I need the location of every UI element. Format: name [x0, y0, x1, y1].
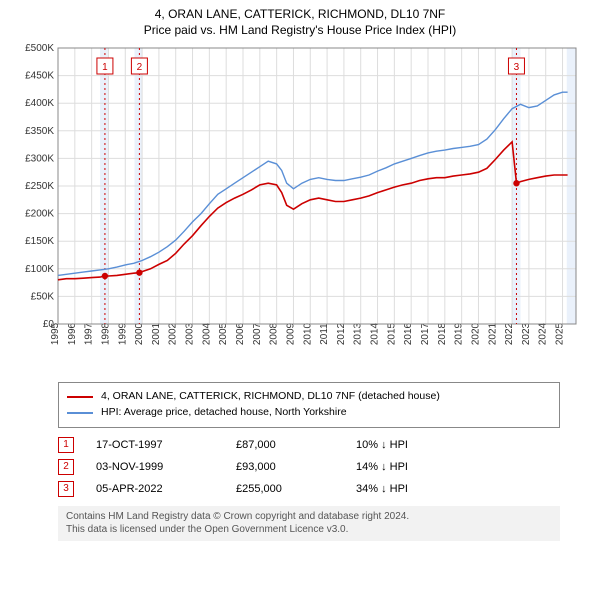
- svg-text:2024: 2024: [538, 323, 549, 346]
- title-line-2: Price paid vs. HM Land Registry's House …: [10, 22, 590, 38]
- svg-text:2017: 2017: [420, 323, 431, 346]
- sale-price: £255,000: [236, 483, 356, 495]
- chart-svg: £0£50K£100K£150K£200K£250K£300K£350K£400…: [10, 42, 590, 372]
- svg-text:2011: 2011: [319, 323, 330, 345]
- svg-text:2018: 2018: [437, 323, 448, 346]
- legend-item: HPI: Average price, detached house, Nort…: [67, 405, 551, 421]
- sale-row: 2 03-NOV-1999£93,00014% ↓ HPI: [58, 456, 560, 478]
- svg-text:2007: 2007: [252, 323, 263, 346]
- sale-row: 1 17-OCT-1997£87,00010% ↓ HPI: [58, 434, 560, 456]
- svg-text:£350K: £350K: [25, 126, 54, 137]
- svg-text:2008: 2008: [269, 323, 280, 346]
- svg-text:2000: 2000: [134, 323, 145, 346]
- svg-text:2013: 2013: [353, 323, 364, 346]
- svg-text:£400K: £400K: [25, 99, 54, 110]
- svg-text:1998: 1998: [100, 323, 111, 346]
- svg-text:2015: 2015: [386, 323, 397, 346]
- sale-date: 03-NOV-1999: [96, 461, 236, 473]
- svg-text:2002: 2002: [168, 323, 179, 346]
- title-line-1: 4, ORAN LANE, CATTERICK, RICHMOND, DL10 …: [10, 6, 590, 22]
- legend-swatch: [67, 412, 93, 414]
- svg-text:1996: 1996: [67, 323, 78, 346]
- svg-text:£50K: £50K: [31, 292, 55, 303]
- legend-item: 4, ORAN LANE, CATTERICK, RICHMOND, DL10 …: [67, 389, 551, 405]
- svg-text:£150K: £150K: [25, 237, 54, 248]
- svg-text:2023: 2023: [521, 323, 532, 346]
- svg-text:2: 2: [137, 62, 143, 73]
- svg-text:2001: 2001: [151, 323, 162, 346]
- price-chart: £0£50K£100K£150K£200K£250K£300K£350K£400…: [10, 42, 590, 372]
- sales-table: 1 17-OCT-1997£87,00010% ↓ HPI 2 03-NOV-1999…: [58, 434, 560, 500]
- svg-text:1997: 1997: [84, 323, 95, 346]
- svg-text:2012: 2012: [336, 323, 347, 346]
- legend-label: HPI: Average price, detached house, Nort…: [101, 405, 347, 421]
- svg-text:£200K: £200K: [25, 209, 54, 220]
- sale-price: £87,000: [236, 439, 356, 451]
- svg-text:2022: 2022: [504, 323, 515, 346]
- svg-text:2020: 2020: [470, 323, 481, 346]
- svg-text:£300K: £300K: [25, 154, 54, 165]
- sale-price: £93,000: [236, 461, 356, 473]
- svg-text:2019: 2019: [454, 323, 465, 346]
- svg-text:2009: 2009: [285, 323, 296, 346]
- svg-text:1999: 1999: [117, 323, 128, 346]
- sale-pct: 34% ↓ HPI: [356, 483, 408, 495]
- sale-pct: 14% ↓ HPI: [356, 461, 408, 473]
- svg-text:2005: 2005: [218, 323, 229, 346]
- sale-pct: 10% ↓ HPI: [356, 439, 408, 451]
- svg-text:1: 1: [102, 62, 108, 73]
- svg-text:1995: 1995: [50, 323, 61, 346]
- legend-swatch: [67, 396, 93, 398]
- sale-badge: 2: [58, 459, 74, 475]
- svg-text:£500K: £500K: [25, 43, 54, 54]
- svg-text:2004: 2004: [201, 323, 212, 346]
- sale-date: 17-OCT-1997: [96, 439, 236, 451]
- svg-text:2025: 2025: [555, 323, 566, 346]
- svg-text:2003: 2003: [185, 323, 196, 346]
- svg-text:2006: 2006: [235, 323, 246, 346]
- sale-badge: 3: [58, 481, 74, 497]
- legend-label: 4, ORAN LANE, CATTERICK, RICHMOND, DL10 …: [101, 389, 440, 405]
- sale-row: 3 05-APR-2022£255,00034% ↓ HPI: [58, 478, 560, 500]
- chart-title: 4, ORAN LANE, CATTERICK, RICHMOND, DL10 …: [10, 6, 590, 38]
- svg-text:2014: 2014: [370, 323, 381, 346]
- footnote: Contains HM Land Registry data © Crown c…: [58, 506, 560, 541]
- footnote-line-2: This data is licensed under the Open Gov…: [66, 523, 552, 537]
- svg-text:2016: 2016: [403, 323, 414, 346]
- svg-text:2021: 2021: [487, 323, 498, 346]
- sale-badge: 1: [58, 437, 74, 453]
- sale-date: 05-APR-2022: [96, 483, 236, 495]
- svg-text:3: 3: [514, 62, 520, 73]
- svg-text:£450K: £450K: [25, 71, 54, 82]
- legend: 4, ORAN LANE, CATTERICK, RICHMOND, DL10 …: [58, 382, 560, 428]
- svg-text:£250K: £250K: [25, 181, 54, 192]
- svg-text:2010: 2010: [302, 323, 313, 346]
- svg-text:£100K: £100K: [25, 264, 54, 275]
- footnote-line-1: Contains HM Land Registry data © Crown c…: [66, 510, 552, 524]
